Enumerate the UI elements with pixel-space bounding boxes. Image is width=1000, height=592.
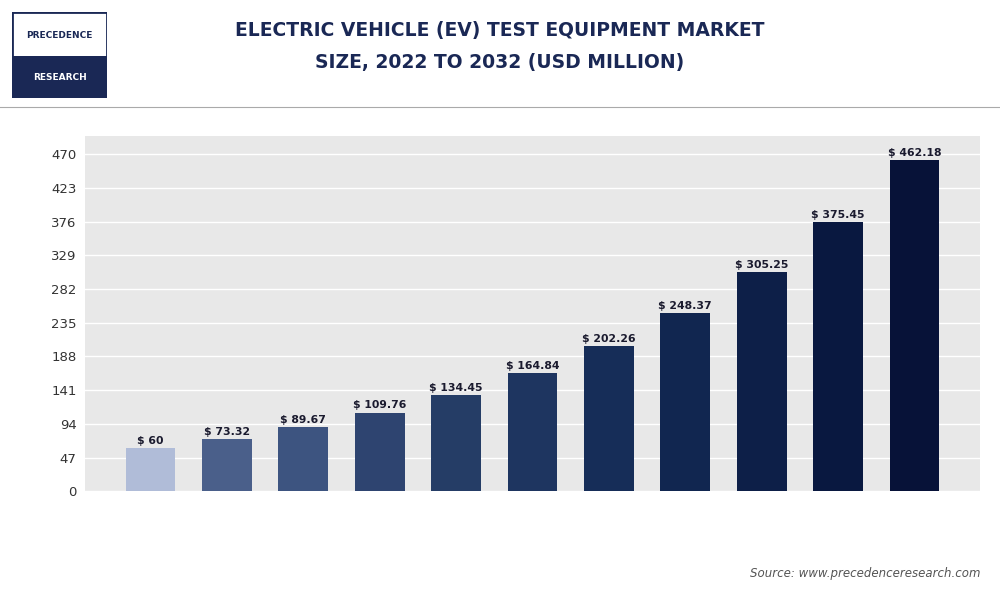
Text: $ 109.76: $ 109.76 [353, 400, 406, 410]
Text: Source: www.precedenceresearch.com: Source: www.precedenceresearch.com [750, 567, 980, 580]
Text: 2028: 2028 [598, 505, 630, 518]
Text: PRECEDENCE: PRECEDENCE [26, 31, 93, 40]
Text: $ 134.45: $ 134.45 [429, 383, 483, 392]
Text: 2029: 2029 [679, 505, 712, 518]
Text: $ 248.37: $ 248.37 [658, 301, 712, 311]
Bar [355, 413, 405, 491]
Text: $ 89.67: $ 89.67 [280, 415, 326, 425]
Bar [813, 222, 863, 491]
Text: 2031: 2031 [842, 505, 874, 518]
Bar [737, 272, 787, 491]
Text: 2023: 2023 [191, 505, 223, 518]
Text: 2032: 2032 [923, 505, 956, 518]
Bar [126, 448, 175, 491]
Text: 2030: 2030 [760, 505, 793, 518]
Text: 2025: 2025 [353, 505, 386, 518]
Text: SIZE, 2022 TO 2032 (USD MILLION): SIZE, 2022 TO 2032 (USD MILLION) [315, 53, 685, 72]
Text: $ 202.26: $ 202.26 [582, 334, 636, 344]
Text: $ 73.32: $ 73.32 [204, 427, 250, 436]
Text: 2022: 2022 [109, 505, 142, 518]
Text: 2026: 2026 [435, 505, 467, 518]
Bar [278, 427, 328, 491]
FancyBboxPatch shape [12, 56, 107, 98]
Text: $ 164.84: $ 164.84 [506, 361, 559, 371]
Text: $ 375.45: $ 375.45 [811, 210, 865, 220]
Bar [890, 160, 939, 491]
Bar [584, 346, 634, 491]
Bar [508, 373, 557, 491]
Text: RESEARCH: RESEARCH [33, 73, 86, 82]
Text: $ 462.18: $ 462.18 [888, 147, 941, 157]
Text: 2024: 2024 [272, 505, 305, 518]
Bar [431, 395, 481, 491]
Bar [202, 439, 252, 491]
Text: ELECTRIC VEHICLE (EV) TEST EQUIPMENT MARKET: ELECTRIC VEHICLE (EV) TEST EQUIPMENT MAR… [235, 21, 765, 40]
Text: 2027: 2027 [516, 505, 549, 518]
FancyBboxPatch shape [12, 12, 107, 98]
Text: $ 60: $ 60 [137, 436, 164, 446]
Bar [660, 313, 710, 491]
Text: $ 305.25: $ 305.25 [735, 260, 788, 270]
